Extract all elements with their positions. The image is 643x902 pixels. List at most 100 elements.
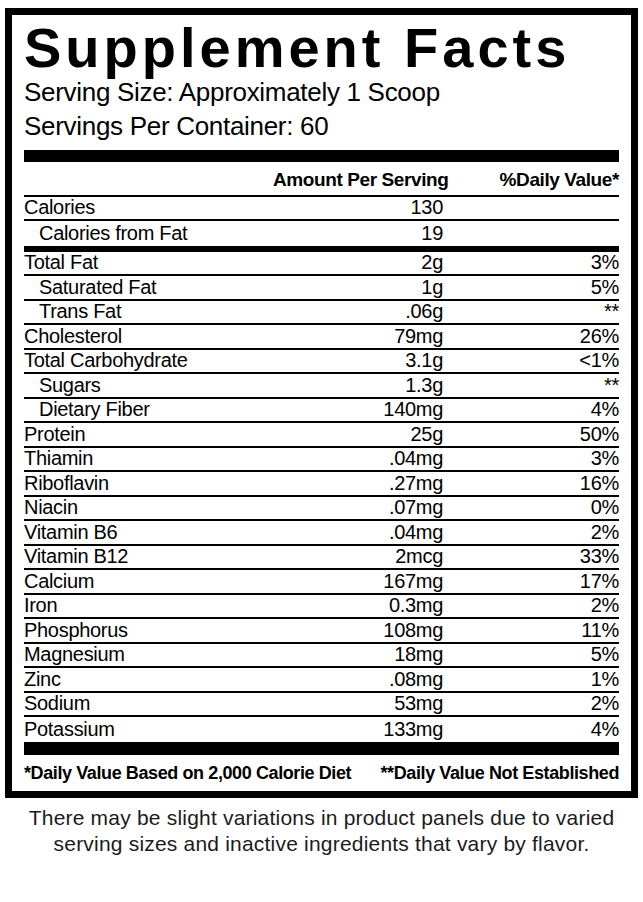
nutrient-name: Zinc	[24, 668, 273, 691]
nutrient-name: Niacin	[24, 496, 273, 519]
nutrient-row-riboflavin: Riboflavin .27mg 16%	[24, 472, 619, 497]
nutrient-amount: 3.1g	[273, 349, 443, 372]
nutrient-daily-value: 2%	[443, 594, 619, 617]
nutrient-amount: .06g	[273, 300, 443, 323]
nutrient-daily-value: 4%	[443, 718, 619, 741]
nutrient-amount: .27mg	[273, 472, 443, 495]
disclaimer: There may be slight variations in produc…	[0, 805, 643, 858]
nutrient-daily-value: 33%	[443, 545, 619, 568]
footnote-daily-value-basis: *Daily Value Based on 2,000 Calorie Diet	[24, 763, 351, 784]
nutrient-row-cholesterol: Cholesterol 79mg 26%	[24, 325, 619, 350]
nutrient-row-total-fat: Total Fat 2g 3%	[24, 252, 619, 277]
nutrient-daily-value: 26%	[443, 325, 619, 348]
divider-bar-bottom	[24, 742, 619, 755]
nutrient-row-total-carbohydrate: Total Carbohydrate 3.1g <1%	[24, 350, 619, 375]
nutrient-row-potassium: Potassium 133mg 4%	[24, 717, 619, 742]
nutrient-row-calories: Calories 130	[24, 197, 619, 222]
footnote-not-established: **Daily Value Not Established	[381, 763, 619, 784]
nutrient-daily-value: **	[443, 300, 619, 323]
nutrient-amount: 167mg	[273, 570, 443, 593]
nutrient-amount: .07mg	[273, 496, 443, 519]
nutrient-amount: .04mg	[273, 521, 443, 544]
nutrient-daily-value: 16%	[443, 472, 619, 495]
nutrient-amount: 2mcg	[273, 545, 443, 568]
table-header-row: Amount Per Serving %Daily Value*	[24, 166, 619, 197]
nutrient-daily-value: <1%	[443, 349, 619, 372]
nutrient-amount: 18mg	[273, 643, 443, 666]
nutrient-row-thiamin: Thiamin .04mg 3%	[24, 448, 619, 473]
nutrient-row-calories-from-fat: Calories from Fat 19	[24, 221, 619, 246]
nutrient-name: Potassium	[24, 718, 273, 741]
nutrient-row-niacin: Niacin .07mg 0%	[24, 497, 619, 522]
nutrient-row-vitamin-b12: Vitamin B12 2mcg 33%	[24, 546, 619, 571]
nutrient-amount: 1.3g	[273, 374, 443, 397]
nutrient-daily-value: 11%	[443, 619, 619, 642]
nutrient-daily-value: 0%	[443, 496, 619, 519]
nutrient-name: Iron	[24, 594, 273, 617]
nutrient-row-zinc: Zinc .08mg 1%	[24, 668, 619, 693]
disclaimer-line-2: serving sizes and inactive ingredients t…	[0, 831, 643, 857]
nutrient-row-protein: Protein 25g 50%	[24, 423, 619, 448]
nutrient-daily-value: 50%	[443, 423, 619, 446]
panel-title: Supplement Facts	[24, 19, 619, 76]
nutrient-daily-value: 5%	[443, 276, 619, 299]
nutrient-daily-value: 17%	[443, 570, 619, 593]
nutrient-daily-value: 1%	[443, 668, 619, 691]
nutrient-name: Calcium	[24, 570, 273, 593]
nutrient-amount: 130	[273, 196, 443, 219]
nutrient-row-iron: Iron 0.3mg 2%	[24, 595, 619, 620]
servings-per-container: Servings Per Container: 60	[24, 110, 619, 144]
nutrient-name: Total Carbohydrate	[24, 349, 273, 372]
nutrient-row-magnesium: Magnesium 18mg 5%	[24, 644, 619, 669]
nutrient-daily-value: 2%	[443, 521, 619, 544]
nutrient-name: Sodium	[24, 692, 273, 715]
nutrient-name: Magnesium	[24, 643, 273, 666]
nutrient-name: Saturated Fat	[24, 276, 273, 299]
divider-bar-top	[24, 150, 619, 162]
nutrient-daily-value: 5%	[443, 643, 619, 666]
nutrient-amount: 108mg	[273, 619, 443, 642]
nutrient-amount: 19	[273, 222, 443, 245]
supplement-facts-panel: Supplement Facts Serving Size: Approxima…	[5, 8, 638, 798]
column-header-daily-value: %Daily Value*	[443, 169, 619, 191]
nutrient-amount: 2g	[273, 251, 443, 274]
nutrient-row-sugars: Sugars 1.3g **	[24, 374, 619, 399]
nutrient-row-calcium: Calcium 167mg 17%	[24, 570, 619, 595]
nutrient-row-trans-fat: Trans Fat .06g **	[24, 301, 619, 326]
nutrient-amount: 25g	[273, 423, 443, 446]
nutrient-amount: 133mg	[273, 718, 443, 741]
nutrient-name: Vitamin B12	[24, 545, 273, 568]
column-header-amount: Amount Per Serving	[273, 169, 443, 191]
nutrient-name: Phosphorus	[24, 619, 273, 642]
nutrient-name: Riboflavin	[24, 472, 273, 495]
nutrient-name: Cholesterol	[24, 325, 273, 348]
nutrient-daily-value: 3%	[443, 447, 619, 470]
nutrient-daily-value: **	[443, 374, 619, 397]
nutrient-name: Thiamin	[24, 447, 273, 470]
nutrient-amount: 1g	[273, 276, 443, 299]
nutrient-name: Sugars	[24, 374, 273, 397]
serving-size: Serving Size: Approximately 1 Scoop	[24, 76, 619, 110]
nutrient-name: Calories	[24, 196, 273, 219]
nutrient-amount: 53mg	[273, 692, 443, 715]
nutrient-amount: 0.3mg	[273, 594, 443, 617]
nutrient-daily-value: 4%	[443, 398, 619, 421]
nutrient-row-sodium: Sodium 53mg 2%	[24, 693, 619, 718]
nutrient-row-saturated-fat: Saturated Fat 1g 5%	[24, 276, 619, 301]
nutrient-daily-value: 3%	[443, 251, 619, 274]
disclaimer-line-1: There may be slight variations in produc…	[0, 805, 643, 831]
nutrient-name: Total Fat	[24, 251, 273, 274]
nutrient-name: Protein	[24, 423, 273, 446]
footnotes-row: *Daily Value Based on 2,000 Calorie Diet…	[24, 760, 619, 784]
nutrient-name: Vitamin B6	[24, 521, 273, 544]
nutrient-amount: 79mg	[273, 325, 443, 348]
nutrient-name: Dietary Fiber	[24, 398, 273, 421]
nutrient-amount: .08mg	[273, 668, 443, 691]
nutrient-amount: 140mg	[273, 398, 443, 421]
nutrient-name: Calories from Fat	[24, 222, 273, 245]
nutrient-row-vitamin-b6: Vitamin B6 .04mg 2%	[24, 521, 619, 546]
nutrient-row-dietary-fiber: Dietary Fiber 140mg 4%	[24, 399, 619, 424]
nutrient-daily-value: 2%	[443, 692, 619, 715]
nutrient-amount: .04mg	[273, 447, 443, 470]
nutrient-row-phosphorus: Phosphorus 108mg 11%	[24, 619, 619, 644]
